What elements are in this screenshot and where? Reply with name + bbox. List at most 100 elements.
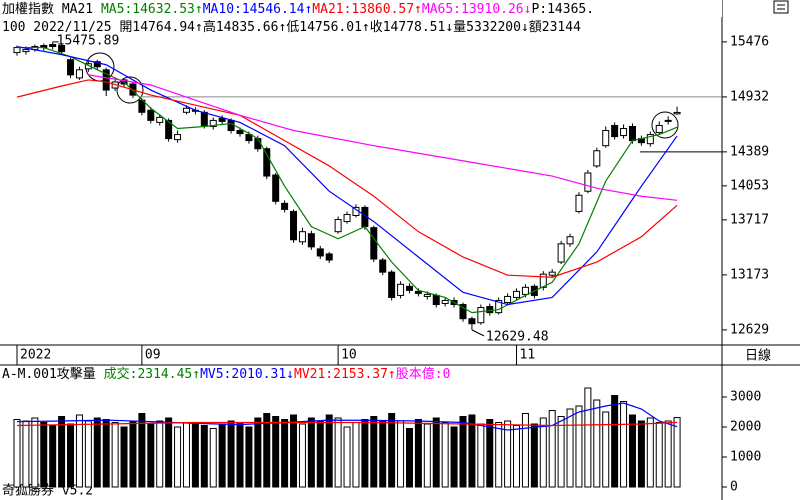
header-segment: 100 2022/11/25 開14764.94↑高14835.66↑低1475…	[2, 19, 581, 35]
candle-body	[334, 219, 342, 233]
volume-bar	[236, 422, 244, 488]
volume-bar	[84, 420, 92, 488]
candle-body	[325, 253, 333, 261]
volume-bar	[441, 422, 449, 488]
marks: 15476 14932 14389 14053 13717 13173 12629 3000 2…	[0, 0, 769, 495]
header-segment: 成交:2314.45↑	[104, 366, 200, 382]
volume-bar	[432, 417, 440, 488]
candle-body	[602, 130, 610, 147]
candle-body	[49, 44, 57, 48]
candle-body	[620, 127, 628, 137]
candle-body	[495, 299, 503, 314]
header-segment: P:14365.	[531, 2, 594, 17]
candle-body	[611, 124, 619, 138]
volume-bar	[397, 420, 405, 488]
candle-body	[405, 285, 413, 291]
y-tick-label: 13173	[730, 267, 769, 282]
candle-body	[548, 271, 556, 276]
volume-bar	[218, 423, 226, 488]
candle-body	[423, 293, 431, 297]
header-segment: A-M.001攻擊量	[2, 366, 104, 382]
volume-bar	[352, 422, 360, 488]
period-label: 日線	[745, 348, 771, 364]
volume-bar	[566, 408, 574, 488]
x-tick-label: 09	[145, 348, 161, 363]
volume-bar	[31, 417, 39, 488]
candle-body	[664, 119, 672, 122]
volume-bar	[281, 419, 289, 488]
candle-body	[566, 236, 574, 245]
candle-body	[281, 202, 289, 210]
volume-bar	[379, 420, 387, 488]
candle-body	[272, 174, 280, 202]
volume-bar	[673, 417, 681, 488]
candle-body	[370, 227, 378, 260]
candle-body	[263, 148, 271, 177]
low-label: 12629.48	[486, 329, 549, 344]
volume-bar	[191, 423, 199, 488]
candle-body	[521, 286, 529, 295]
candle-body	[200, 111, 208, 126]
candle-body	[156, 116, 164, 123]
header-line: A-M.001攻擊量 成交:2314.45↑MV5:2010.31↓MV21:2…	[2, 366, 450, 382]
volume-bar	[593, 399, 601, 488]
volume-bar	[102, 419, 110, 488]
window-button[interactable]	[773, 0, 789, 14]
ma-line	[16, 45, 678, 306]
volume-bar	[388, 413, 396, 488]
volume-bar	[182, 422, 190, 488]
volume-bar	[414, 419, 422, 488]
volume-bar	[450, 426, 458, 488]
candle-body	[209, 119, 217, 127]
volume-bar	[646, 417, 654, 488]
candle-body	[67, 59, 75, 76]
candle-body	[245, 134, 253, 142]
candle-body	[584, 172, 592, 192]
candle-body	[575, 194, 583, 212]
high-label: 15475.89	[57, 33, 120, 48]
candle-body	[93, 61, 101, 68]
header-line: 100 2022/11/25 開14764.94↑高14835.66↑低1475…	[2, 19, 581, 35]
mv-line	[16, 421, 678, 427]
volume-bar	[477, 423, 485, 488]
volume-bar	[495, 422, 503, 488]
candle-body	[557, 243, 565, 263]
candle-body	[75, 69, 83, 79]
candle-body	[414, 290, 422, 294]
header-segment: MA65:13910.26↓	[422, 2, 532, 17]
x-tick-label: 10	[341, 348, 357, 363]
candle-body	[504, 295, 512, 304]
header-segment: MA10:14546.14↑	[203, 2, 313, 17]
signal-circle	[116, 76, 144, 104]
signal-circle	[651, 111, 679, 139]
header-segment: MA21:13860.57↑	[312, 2, 422, 17]
candle-body	[539, 273, 547, 288]
x-tick-label: 11	[520, 348, 536, 363]
volume-bar	[13, 419, 21, 488]
volume-bar	[22, 420, 30, 488]
volume-bar	[165, 417, 173, 488]
volume-bar	[530, 423, 538, 488]
candle-body	[298, 231, 306, 243]
y-tick-label: 14053	[730, 178, 769, 193]
volume-bar	[254, 417, 262, 488]
candle-body	[388, 271, 396, 298]
y-tick-label: 14932	[730, 89, 769, 104]
volume-bar	[361, 419, 369, 488]
volume-bar	[343, 426, 351, 488]
volume-bar	[129, 420, 137, 488]
volume-bar	[620, 401, 628, 488]
volume-bar	[75, 414, 83, 488]
volume-bar	[486, 419, 494, 488]
header-segment: MV21:2153.37↑	[294, 367, 396, 382]
y-tick-label: 14389	[730, 144, 769, 159]
candle-body	[316, 248, 324, 257]
candle-body	[236, 130, 244, 135]
header-segment: 股本億:0	[396, 366, 451, 382]
volume-bar	[49, 425, 57, 488]
volume-bar	[602, 411, 610, 488]
volume-bar	[138, 413, 146, 488]
volume-bar	[628, 414, 636, 488]
candle-body	[218, 117, 226, 122]
candle-body	[182, 107, 190, 113]
